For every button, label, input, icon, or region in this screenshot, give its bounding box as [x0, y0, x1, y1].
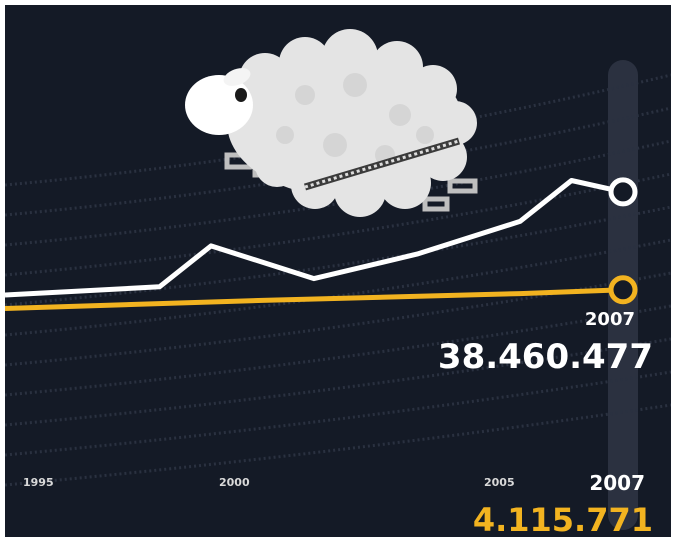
yellow-series-year-label: 2007 — [589, 471, 645, 495]
x-tick-label: 2005 — [484, 476, 515, 489]
x-tick-label: 2000 — [219, 476, 250, 489]
series-line-1 — [5, 290, 623, 309]
series-end-marker-1[interactable] — [611, 278, 635, 302]
x-axis-ticks: 1995 2000 2005 — [23, 476, 515, 489]
line-chart: 1995 2000 2005 2007 38.460.477 2007 4.115.… — [5, 5, 671, 537]
white-series-year-label: 2007 — [585, 309, 635, 330]
chart-frame: 1995 2000 2005 2007 38.460.477 2007 4.115.… — [5, 5, 671, 537]
x-tick-label: 1995 — [23, 476, 54, 489]
series-end-marker-0[interactable] — [611, 180, 635, 204]
white-series-value-label: 38.460.477 — [438, 337, 653, 377]
yellow-series-value-label: 4.115.771 — [473, 501, 653, 537]
